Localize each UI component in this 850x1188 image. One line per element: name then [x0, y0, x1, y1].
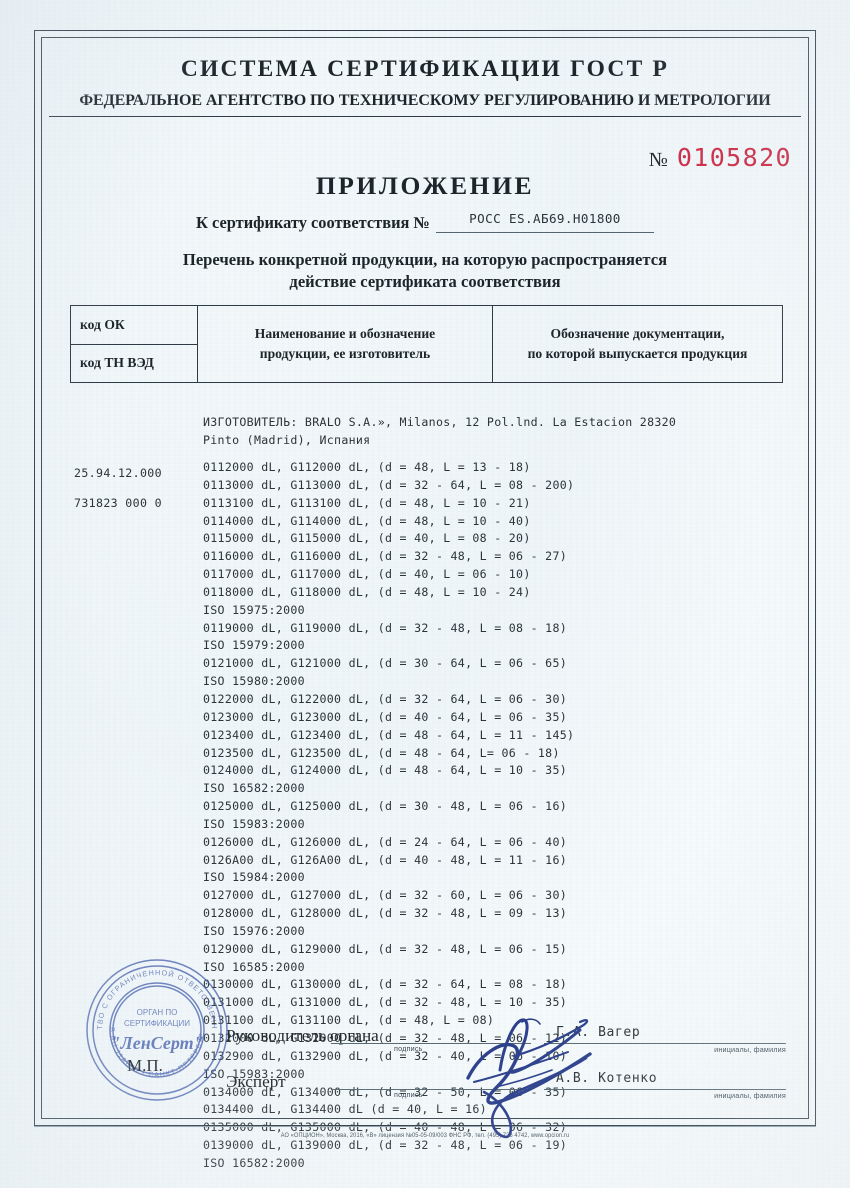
document-number-value: 0105820 — [676, 143, 792, 172]
code-tnved-value: 731823 000 0 — [74, 496, 162, 510]
page-title: ПРИЛОЖЕНИЕ — [315, 171, 535, 200]
product-line: 0131100 dL, G131100 dL, (d = 48, L = 08) — [203, 1013, 495, 1028]
table-header-code-tnved: код ТН ВЭД — [80, 355, 154, 371]
product-line: 0130000 dL, G130000 dL, (d = 32 - 64, L … — [203, 977, 568, 992]
certificate-number-value: РОСС ES.АБ69.Н01800 — [469, 211, 621, 226]
manufacturer-info: ИЗГОТОВИТЕЛЬ: BRALO S.A.», Milanos, 12 P… — [203, 415, 677, 447]
stamp-mp-label: М.П. — [127, 1056, 163, 1075]
header-agency-title: ФЕДЕРАЛЬНОЕ АГЕНТСТВО ПО ТЕХНИЧЕСКОМУ РЕ… — [79, 90, 771, 109]
product-line: 0117000 dL, G117000 dL, (d = 40, L = 06 … — [203, 567, 531, 582]
document-header: СИСТЕМА СЕРТИФИКАЦИИ ГОСТ Р ФЕДЕРАЛЬНОЕ … — [49, 45, 801, 117]
name-line-expert — [544, 1089, 786, 1090]
product-codes-column: 25.94.12.000 731823 000 0 — [74, 458, 204, 518]
subtitle-line-1: Перечень конкретной продукции, на котору… — [182, 250, 668, 269]
signature-caption-head: подпись — [394, 1044, 423, 1053]
product-line: ISO 15983:2000 — [203, 816, 305, 831]
product-line: 0114000 dL, G114000 dL, (d = 48, L = 10 … — [203, 513, 531, 528]
product-line: 0113000 dL, G113000 dL, (d = 32 - 64, L … — [203, 477, 575, 492]
signature-caption-expert: подпись — [394, 1090, 423, 1099]
code-ok-value: 25.94.12.000 — [74, 466, 162, 480]
product-line: 0119000 dL, G119000 dL, (d = 32 - 48, L … — [203, 620, 568, 635]
table-header-documentation: Обозначение документации, по которой вып… — [527, 325, 748, 361]
product-line: ISO 15975:2000 — [203, 602, 305, 617]
product-table-header: код ОК код ТН ВЭД Наименование и обознач… — [70, 305, 783, 383]
product-line: 0121000 dL, G121000 dL, (d = 30 - 64, L … — [203, 656, 568, 671]
product-line: 0126A00 dL, G126A00 dL, (d = 40 - 48, L … — [203, 852, 568, 867]
table-header-code-ok: код ОК — [71, 306, 197, 345]
signature-role-expert: Эксперт — [226, 1072, 286, 1091]
signature-line-expert — [331, 1089, 531, 1090]
product-line: 0118000 dL, G118000 dL, (d = 48, L = 10 … — [203, 584, 531, 599]
product-line: ISO 16585:2000 — [203, 959, 305, 974]
product-line: ISO 16582:2000 — [203, 781, 305, 796]
product-line: 0129000 dL, G129000 dL, (d = 32 - 48, L … — [203, 941, 568, 956]
table-header-codes-column: код ОК код ТН ВЭД — [71, 306, 198, 382]
product-line: ISO 15984:2000 — [203, 870, 305, 885]
name-caption-head: инициалы, фамилия — [714, 1045, 786, 1054]
signatory-name-expert: А.В. Котенко — [556, 1071, 658, 1086]
header-system-title: СИСТЕМА СЕРТИФИКАЦИИ ГОСТ Р — [180, 56, 670, 82]
certificate-number-field: РОСС ES.АБ69.Н01800 — [435, 211, 654, 233]
product-line: ISO 15976:2000 — [203, 923, 305, 938]
signature-line-head — [331, 1043, 531, 1044]
product-line: 0127000 dL, G127000 dL, (d = 32 - 60, L … — [203, 888, 568, 903]
footer-imprint: АО «ОПЦИОН», Москва, 2016, «В» лицензия … — [280, 1132, 570, 1140]
product-line: 0123000 dL, G123000 dL, (d = 40 - 64, L … — [203, 709, 568, 724]
certificate-reference-label: К сертификату соответствия № — [196, 213, 430, 232]
signature-block: Руководитель органа подпись Г.А. Вагер и… — [226, 1022, 786, 1114]
product-line: 0125000 dL, G125000 dL, (d = 30 - 48, L … — [203, 799, 568, 814]
outer-border — [34, 30, 816, 1126]
product-line: ISO 15983:2000 — [203, 1066, 305, 1081]
stamp-center-text: "ЛенСерт" — [110, 1033, 203, 1053]
page-subtitle: Перечень конкретной продукции, на котору… — [0, 249, 850, 294]
product-line: 0134400 dL, G134400 dL (d = 40, L = 16) — [203, 1102, 487, 1117]
product-line: 0112000 dL, G112000 dL, (d = 48, L = 13 … — [203, 460, 531, 474]
certification-body-stamp: ОБЩЕСТВО С ОГРАНИЧЕННОЙ ОТВЕТСТВЕННОСТЬЮ… — [84, 957, 228, 1101]
name-line-head — [544, 1043, 786, 1044]
product-line: 0139000 dL, G139000 dL, (d = 32 - 48, L … — [203, 1138, 568, 1153]
product-line: ISO 16582:2000 — [203, 1155, 305, 1170]
product-line: 0116000 dL, G116000 dL, (d = 32 - 48, L … — [203, 549, 568, 564]
signatory-name-head: Г.А. Вагер — [556, 1025, 641, 1040]
product-line: ISO 15980:2000 — [203, 674, 305, 689]
stamp-inner-line-2: СЕРТИФИКАЦИИ — [124, 1019, 190, 1028]
product-line: 0128000 dL, G128000 dL, (d = 32 - 48, L … — [203, 906, 568, 921]
product-line: 0122000 dL, G122000 dL, (d = 32 - 64, L … — [203, 691, 568, 706]
signature-row-expert: Эксперт подпись А.В. Котенко инициалы, ф… — [226, 1068, 786, 1114]
signature-row-head: Руководитель органа подпись Г.А. Вагер и… — [226, 1022, 786, 1068]
certificate-reference: К сертификату соответствия № РОСС ES.АБ6… — [0, 211, 850, 233]
product-line: 0123400 dL, G123400 dL, (d = 48 - 64, L … — [203, 727, 575, 742]
number-sign-label: № — [648, 149, 668, 171]
product-line: 0123500 dL, G123500 dL, (d = 48 - 64, L=… — [203, 745, 560, 760]
product-line: 0115000 dL, G115000 dL, (d = 40, L = 08 … — [203, 531, 531, 546]
subtitle-line-2: действие сертификата соответствия — [289, 272, 561, 292]
product-line: 0113100 dL, G113100 dL, (d = 48, L = 10 … — [203, 495, 531, 510]
product-line: 0124000 dL, G124000 dL, (d = 48 - 64, L … — [203, 763, 568, 778]
inner-border — [41, 37, 809, 1119]
product-line: 0131000 dL, G131000 dL, (d = 32 - 48, L … — [203, 995, 568, 1010]
stamp-inner-line-1: ОРГАН ПО — [137, 1008, 178, 1017]
product-list: 0112000 dL, G112000 dL, (d = 48, L = 13 … — [203, 459, 803, 1173]
table-header-product: Наименование и обозначение продукции, ее… — [198, 306, 493, 382]
name-caption-expert: инициалы, фамилия — [714, 1091, 786, 1100]
product-line: ISO 15979:2000 — [203, 638, 305, 653]
document-number: № 0105820 — [649, 143, 792, 172]
product-line: 0126000 dL, G126000 dL, (d = 24 - 64, L … — [203, 834, 568, 849]
signature-role-head: Руководитель органа — [226, 1026, 379, 1045]
footer-divider — [34, 1126, 816, 1127]
